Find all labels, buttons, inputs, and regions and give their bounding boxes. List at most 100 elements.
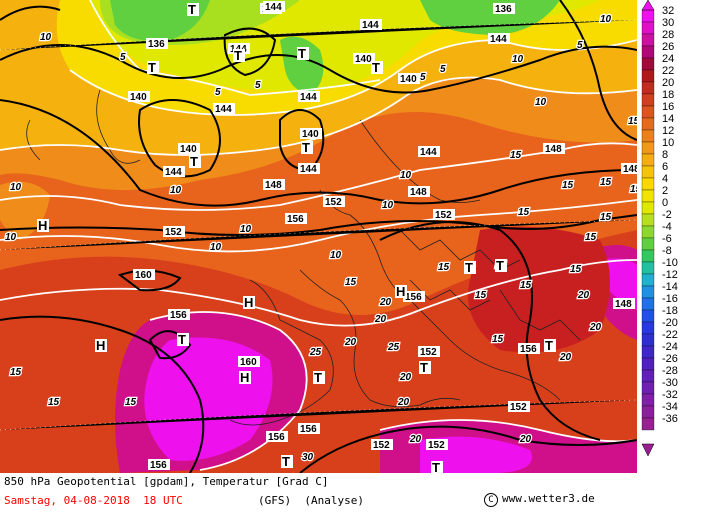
low-pressure-label: T <box>314 370 322 385</box>
geopotential-label: 140 <box>400 74 417 85</box>
geopotential-label-bg <box>621 163 637 174</box>
low-pressure-label: T <box>372 60 380 75</box>
temperature-label: 25 <box>309 347 322 358</box>
geopotential-label: 160 <box>135 270 152 281</box>
legend-band <box>641 357 655 371</box>
geopotential-label: 148 <box>623 164 637 175</box>
pressure-center-bg <box>371 61 383 74</box>
temperature-label: 15 <box>438 262 450 273</box>
geopotential-label: 144 <box>362 20 379 31</box>
geopotential-label-bg <box>433 209 455 220</box>
geopotential-label-bg <box>298 163 320 174</box>
temperature-label: 15 <box>475 290 487 301</box>
temperature-label: 15 <box>600 212 612 223</box>
geopotential-label-bg <box>300 128 322 139</box>
pressure-center-bg <box>243 296 255 309</box>
geopotential-label-bg <box>146 38 168 49</box>
temperature-label: 10 <box>240 224 252 235</box>
legend-tick: 16 <box>662 101 674 113</box>
legend-band <box>641 333 655 347</box>
legend-tick: 30 <box>662 17 674 29</box>
legend-tick: 22 <box>662 65 674 77</box>
geopotential-label: 152 <box>373 440 390 451</box>
legend-band <box>641 81 655 95</box>
legend-tick: -30 <box>662 377 678 389</box>
temperature-label: 5 <box>255 80 261 91</box>
legend-top-arrow-icon <box>641 0 655 11</box>
geopotential-label: 144 <box>300 92 317 103</box>
legend-band <box>641 261 655 275</box>
pressure-center-bg <box>239 371 251 384</box>
geopotential-label: 144 <box>265 2 282 13</box>
geopotential-label-bg <box>508 401 530 412</box>
temperature-label: 15 <box>518 207 530 218</box>
temperature-label: 15 <box>520 280 532 291</box>
geopotential-label-bg <box>133 269 155 280</box>
geopotential-label-bg <box>148 459 170 470</box>
geopotential-label: 144 <box>300 164 317 175</box>
temperature-legend: 32 30 28 26 24 22 20 18 16 14 12 10 8 6 4 2 0 -2 -4 -6 -8 -10… <box>640 0 704 473</box>
legend-band <box>641 297 655 311</box>
legend-band <box>641 57 655 71</box>
geopotential-label: 144 <box>165 167 182 178</box>
temperature-label: 15 <box>585 232 597 243</box>
low-pressure-label: T <box>188 2 196 17</box>
legend-tick: 20 <box>662 77 674 89</box>
legend-band <box>641 201 655 215</box>
low-pressure-label: T <box>420 360 428 375</box>
geopotential-label: 148 <box>410 187 427 198</box>
geopotential-label-bg <box>418 146 440 157</box>
legend-tick: 8 <box>662 149 668 161</box>
low-pressure-label: T <box>282 454 290 469</box>
legend-tick: 4 <box>662 173 668 185</box>
pressure-center-bg <box>189 155 201 168</box>
temperature-label: 20 <box>577 290 590 301</box>
low-pressure-label: T <box>496 258 504 273</box>
pressure-center-bg <box>187 3 199 16</box>
geopotential-label: 156 <box>268 432 285 443</box>
legend-tick: 18 <box>662 89 674 101</box>
legend-band <box>641 345 655 359</box>
temperature-label: 5 <box>215 87 221 98</box>
geopotential-label: 136 <box>148 39 165 50</box>
map-footer: 850 hPa Geopotential [gpdam], Temperatur… <box>0 473 704 513</box>
temperature-label: 15 <box>628 116 637 127</box>
geopotential-label: 148 <box>545 144 562 155</box>
high-pressure-label: H <box>38 218 47 233</box>
geopotential-label: 156 <box>300 424 317 435</box>
legend-band <box>641 393 655 407</box>
temperature-label: 15 <box>10 367 22 378</box>
legend-tick: -28 <box>662 365 678 377</box>
temperature-label: 10 <box>512 54 524 65</box>
high-pressure-label: H <box>244 295 253 310</box>
legend-tick-labels: 32302826242220181614121086420-2-4-6-8-10… <box>662 5 678 425</box>
temperature-label: 5 <box>440 64 446 75</box>
legend-tick: 10 <box>662 137 674 149</box>
pressure-center-bg <box>464 261 476 274</box>
temperature-label: 10 <box>5 232 17 243</box>
chart-title: 850 hPa Geopotential [gpdam], Temperatur… <box>4 475 329 488</box>
geopotential-label: 152 <box>510 402 527 413</box>
geopotential-label-bg <box>543 143 565 154</box>
geopotential-label-bg <box>128 91 150 102</box>
pressure-center-bg <box>419 361 431 374</box>
temperature-label: 15 <box>345 277 357 288</box>
temperature-label: 10 <box>382 200 394 211</box>
temperature-label: 5 <box>120 52 126 63</box>
geopotential-label-bg <box>426 439 448 450</box>
map-canvas: 136 136 140 140 140 140 140 144 144 144 144 144 144 1… <box>0 0 637 473</box>
geopotential-label-bg <box>285 213 307 224</box>
geopotential-label: 148 <box>615 299 632 310</box>
geopotential-label: 152 <box>428 440 445 451</box>
geopotential-label-bg <box>298 91 320 102</box>
legend-band <box>641 45 655 59</box>
geopotential-label-bg <box>371 439 393 450</box>
low-pressure-label: T <box>465 260 473 275</box>
low-pressure-label: T <box>148 60 156 75</box>
legend-tick: -34 <box>662 401 678 413</box>
legend-tick: -20 <box>662 317 678 329</box>
geopotential-label: 156 <box>170 310 187 321</box>
legend-tick: -6 <box>662 233 672 245</box>
legend-tick: -12 <box>662 269 678 281</box>
